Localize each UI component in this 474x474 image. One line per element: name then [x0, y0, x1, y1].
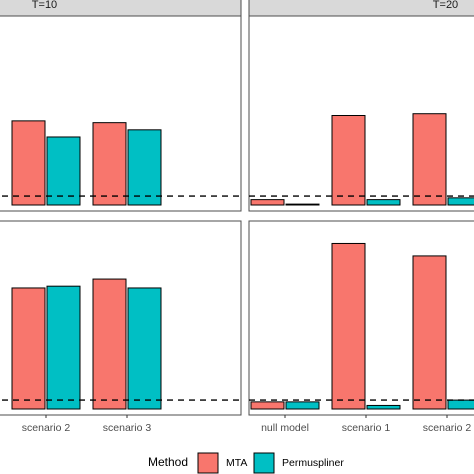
facet-strip-label: T=20 [433, 0, 458, 11]
legend: Method MTA Permuspliner [148, 452, 344, 474]
plot-layer [0, 15, 474, 416]
legend-key [253, 452, 275, 474]
x-tick-label: scenario 3 [103, 422, 152, 434]
bar [127, 129, 162, 206]
facet-strip [0, 0, 242, 17]
bar [250, 199, 285, 206]
bar [46, 136, 81, 206]
x-tick-label: scenario 2 [22, 422, 71, 434]
facet-strips: T=10 T=20 [0, 0, 474, 17]
x-tick-label: scenario 1 [342, 422, 391, 434]
bar [92, 278, 127, 410]
bar [92, 122, 127, 206]
bar [46, 285, 81, 410]
bar [447, 197, 474, 206]
legend-key [197, 452, 219, 474]
legend-title: Method [148, 455, 188, 469]
bar [366, 199, 401, 206]
facet-strip-label: T=10 [32, 0, 57, 11]
x-tick-label: null model [261, 422, 309, 434]
bar [127, 287, 162, 410]
bar [447, 399, 474, 410]
bar [331, 242, 366, 410]
legend-label: MTA [226, 457, 247, 469]
bar [11, 287, 46, 410]
facet-panel [0, 220, 242, 416]
facet-strip [248, 0, 474, 17]
bar [412, 255, 447, 410]
facet-panel [248, 220, 474, 416]
facet-panel [0, 15, 242, 212]
bar [250, 401, 285, 410]
bar [331, 115, 366, 206]
bar [412, 113, 447, 206]
x-tick-label: scenario 2 [423, 422, 472, 434]
bar [366, 404, 401, 410]
legend-label: Permuspliner [282, 457, 344, 469]
x-axis: null model scenario 1 scenario 2 scenario 3… [22, 415, 472, 434]
bar [285, 401, 320, 410]
bar [11, 120, 46, 206]
facet-panel [248, 15, 474, 212]
bar [285, 203, 320, 206]
